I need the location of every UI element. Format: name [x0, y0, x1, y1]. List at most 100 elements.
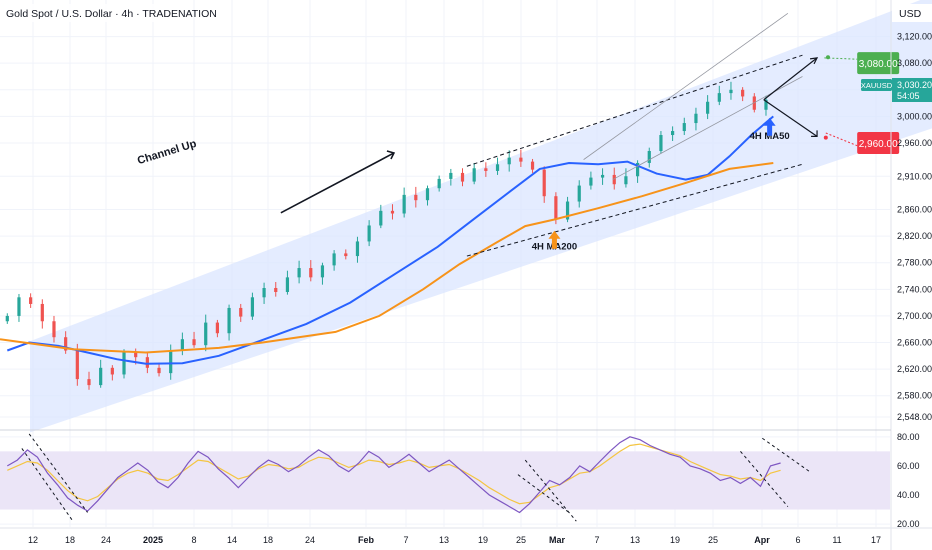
price-tick-label: 2,910.00	[897, 171, 932, 181]
candle-body	[565, 201, 570, 220]
candle-body	[530, 161, 535, 170]
candle-body	[612, 174, 616, 185]
price-tick-label: 3,080.00	[897, 58, 932, 68]
candle-body	[239, 307, 243, 317]
target-down-dot	[823, 135, 828, 140]
candle-body	[647, 150, 651, 163]
candle-body	[285, 277, 290, 292]
projection-up-line	[763, 57, 818, 101]
time-tick-label: 13	[630, 535, 640, 545]
symbol-price-tag[interactable]: XAUUSD	[861, 79, 893, 91]
candle-body	[390, 210, 395, 214]
rsi-wedge-line	[28, 433, 88, 513]
target-down-connector	[825, 132, 858, 147]
candle-body	[472, 168, 476, 182]
ma50-arrow-shaft	[767, 124, 773, 136]
title-backdrop	[0, 4, 180, 22]
candle-body	[554, 196, 558, 220]
candle-body	[157, 367, 161, 374]
channel-upper-dashed	[466, 54, 803, 167]
candle-body	[717, 93, 721, 102]
time-tick-label: 25	[516, 535, 526, 545]
candle-body	[122, 352, 126, 375]
rsi-axis[interactable]: 20.00 40.00 60.00 80.00	[897, 432, 920, 529]
candle-body	[706, 101, 710, 114]
time-tick-label: Apr	[754, 535, 770, 545]
currency-backdrop	[892, 4, 932, 22]
candle-body	[624, 176, 628, 185]
rsi-wedge-line	[740, 451, 789, 507]
ma200-arrow	[548, 230, 561, 249]
candle-body	[75, 350, 79, 380]
rsi-panel	[6, 433, 811, 522]
time-tick-label: 13	[439, 535, 449, 545]
time-tick-label: 18	[263, 535, 273, 545]
candle-body	[52, 321, 56, 338]
candle-body	[169, 350, 173, 374]
candle-body	[5, 315, 9, 322]
channel-up-arrowhead	[386, 150, 396, 160]
time-tick-label: 19	[670, 535, 680, 545]
rsi-band-rect	[0, 451, 890, 510]
candle-body	[87, 379, 91, 386]
candle-body	[659, 135, 663, 151]
candle-body	[729, 89, 733, 94]
currency-label[interactable]: USD	[899, 8, 922, 20]
time-tick-label: 8	[191, 535, 196, 545]
projection-down-line	[763, 99, 818, 137]
price-tick-label: 2,740.00	[897, 284, 932, 294]
candle-body	[414, 194, 418, 201]
time-tick-label: 24	[101, 535, 111, 545]
last-price-value: 3,030.20	[897, 80, 932, 90]
channel-lower-dashed	[466, 163, 803, 257]
rsi-wedge-line	[762, 437, 811, 473]
time-tick-label: 7	[403, 535, 408, 545]
candle-body	[635, 162, 640, 177]
time-tick-label: 25	[708, 535, 718, 545]
time-tick-label: 18	[65, 535, 75, 545]
rsi-wedge-line	[517, 474, 570, 513]
candle-body	[367, 225, 371, 242]
ma200-arrow-head	[548, 230, 561, 239]
rsi-wedge-line	[21, 448, 74, 522]
candle-body	[274, 287, 278, 292]
rsi-tick-label: 20.00	[897, 519, 920, 529]
candle-body	[215, 322, 219, 334]
time-axis[interactable]: 12 18 24 2025 8 14 18 24 Feb 7 13 19 25 Mar 7 13 19 25 Apr…	[28, 535, 881, 545]
candle-body	[204, 322, 208, 346]
time-tick-label: 11	[832, 535, 841, 545]
projection-down-head	[811, 130, 818, 137]
candle-body	[110, 367, 114, 375]
candle-body	[64, 337, 68, 351]
projection-up-head	[809, 57, 819, 65]
candle-body	[192, 339, 196, 346]
rsi-tick-label: 60.00	[897, 461, 920, 471]
price-tick-label: 2,700.00	[897, 311, 932, 321]
target-down-label: 2,960.00	[859, 139, 898, 150]
price-tick-label: 2,960.00	[897, 138, 932, 148]
candle-body	[402, 194, 406, 214]
rsi-tick-label: 80.00	[897, 432, 920, 442]
ma200-arrow-shaft	[551, 237, 557, 249]
candle-body	[29, 297, 33, 304]
candle-body	[262, 287, 266, 298]
channel-up-arrow	[280, 152, 395, 214]
candle-body	[577, 185, 581, 202]
candle-body	[297, 268, 301, 278]
candle-body	[694, 113, 698, 124]
target-up-label: 3,080.00	[859, 59, 898, 70]
rsi-tick-label: 40.00	[897, 490, 920, 500]
price-tick-label: 3,120.00	[897, 32, 932, 42]
price-tick-label: 2,660.00	[897, 338, 932, 348]
candle-body	[764, 99, 768, 110]
ma50-label: 4H MA50	[750, 131, 790, 142]
time-tick-label: 24	[305, 535, 315, 545]
last-price-badge[interactable]: 3,030.20 54:05	[892, 78, 932, 102]
candle-body	[320, 265, 325, 278]
candle-body	[495, 164, 500, 171]
candle-body	[425, 188, 430, 201]
time-tick-label: 6	[795, 535, 800, 545]
candle-body	[542, 169, 546, 197]
time-tick-label: Mar	[549, 535, 566, 545]
